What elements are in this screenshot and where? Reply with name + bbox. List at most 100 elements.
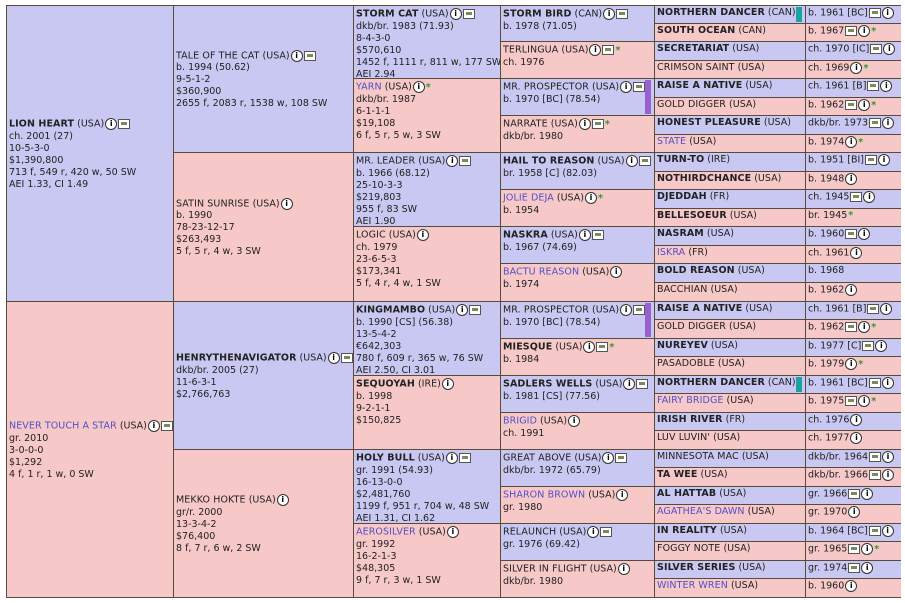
horse-name-link[interactable]: GOLD DIGGER [657, 321, 727, 332]
photo-icon[interactable] [867, 304, 880, 314]
info-icon[interactable]: i [845, 136, 858, 148]
horse-name-link[interactable]: BELLESOEUR [657, 210, 727, 221]
photo-icon[interactable] [591, 230, 604, 240]
info-icon[interactable]: i [858, 99, 871, 111]
horse-name-link[interactable]: AEROSILVER [356, 526, 416, 538]
info-icon[interactable]: i [446, 155, 459, 167]
horse-name-link[interactable]: FAIRY BRIDGE [657, 395, 724, 406]
info-icon[interactable]: i [848, 506, 861, 518]
horse-name-link[interactable]: BOLD REASON [657, 265, 735, 276]
horse-name-link[interactable]: NOTHIRDCHANCE [657, 173, 752, 184]
photo-icon[interactable] [600, 527, 613, 537]
info-icon[interactable]: i [861, 543, 874, 555]
photo-icon[interactable] [868, 8, 881, 18]
horse-name-link[interactable]: CRIMSON SAINT [657, 62, 735, 73]
horse-name-link[interactable]: IRISH RIVER [657, 414, 723, 425]
horse-name-link[interactable]: RAISE A NATIVE [657, 303, 743, 314]
horse-name-link[interactable]: NEVER TOUCH A STAR [9, 420, 117, 432]
horse-name-link[interactable]: DJEDDAH [657, 191, 707, 202]
info-icon[interactable]: i [449, 8, 462, 20]
photo-icon[interactable] [869, 452, 882, 462]
info-icon[interactable]: i [280, 197, 293, 210]
info-icon[interactable]: i [625, 155, 638, 167]
horse-name-link[interactable]: TERLINGUA [503, 44, 559, 56]
horse-name-link[interactable]: AL HATTAB [657, 488, 717, 499]
info-icon[interactable]: i [416, 229, 429, 241]
horse-name-link[interactable]: AGATHEA'S DAWN [657, 506, 745, 517]
photo-icon[interactable] [869, 470, 882, 480]
horse-name-link[interactable]: MINNESOTA MAC [657, 451, 739, 462]
info-icon[interactable]: i [583, 341, 596, 353]
info-icon[interactable]: i [881, 7, 894, 19]
info-icon[interactable]: i [850, 247, 863, 259]
horse-name-link[interactable]: MR. PROSPECTOR [503, 81, 589, 93]
photo-icon[interactable] [303, 50, 316, 61]
info-icon[interactable]: i [845, 173, 858, 185]
photo-icon[interactable] [118, 119, 131, 130]
info-icon[interactable]: i [290, 49, 303, 62]
info-icon[interactable]: i [578, 118, 591, 130]
photo-icon[interactable] [458, 453, 471, 463]
info-icon[interactable]: i [861, 562, 874, 574]
photo-icon[interactable] [845, 229, 858, 239]
photo-icon[interactable] [616, 9, 629, 19]
info-icon[interactable]: i [610, 266, 623, 278]
info-icon[interactable]: i [858, 228, 871, 240]
horse-name-link[interactable]: GREAT ABOVE [503, 452, 572, 464]
info-icon[interactable]: i [589, 44, 602, 56]
horse-name-link[interactable]: TALE OF THE CAT [176, 50, 260, 62]
horse-name-link[interactable]: BRIGID [503, 415, 537, 427]
photo-icon[interactable] [160, 421, 173, 432]
photo-icon[interactable] [845, 396, 858, 406]
info-icon[interactable]: i [880, 303, 893, 315]
photo-icon[interactable] [615, 453, 628, 463]
info-icon[interactable]: i [620, 304, 633, 316]
info-icon[interactable]: i [882, 469, 895, 481]
photo-icon[interactable] [633, 305, 646, 315]
photo-icon[interactable] [862, 341, 875, 351]
horse-name-link[interactable]: PASADOBLE [657, 358, 715, 369]
info-icon[interactable]: i [858, 25, 871, 37]
photo-icon[interactable] [636, 379, 649, 389]
info-icon[interactable]: i [882, 451, 895, 463]
horse-name-link[interactable]: HONEST PLEASURE [657, 117, 761, 128]
photo-icon[interactable] [596, 342, 609, 352]
info-icon[interactable]: i [446, 526, 459, 538]
info-icon[interactable]: i [603, 8, 616, 20]
photo-icon[interactable] [633, 82, 646, 92]
photo-icon[interactable] [865, 155, 877, 165]
horse-name-link[interactable]: STORM BIRD [503, 8, 572, 20]
horse-name-link[interactable]: SILVER SERIES [657, 562, 736, 573]
info-icon[interactable]: i [587, 526, 600, 538]
horse-name-link[interactable]: NORTHERN DANCER [657, 7, 765, 18]
horse-name-link[interactable]: BACTU REASON [503, 266, 580, 278]
info-icon[interactable]: i [858, 395, 871, 407]
info-icon[interactable]: i [878, 154, 890, 166]
info-icon[interactable]: i [568, 415, 581, 427]
photo-icon[interactable] [638, 156, 651, 166]
info-icon[interactable]: i [845, 284, 858, 296]
info-icon[interactable]: i [445, 452, 458, 464]
info-icon[interactable]: i [845, 580, 858, 592]
horse-name-link[interactable]: RAISE A NATIVE [657, 80, 743, 91]
info-icon[interactable]: i [620, 81, 633, 93]
horse-name-link[interactable]: FOGGY NOTE [657, 543, 721, 554]
horse-name-link[interactable]: NASKRA [503, 229, 548, 241]
photo-icon[interactable] [848, 489, 861, 499]
photo-icon[interactable] [867, 81, 880, 91]
photo-icon[interactable] [848, 544, 861, 554]
horse-name-link[interactable]: LUV LUVIN' [657, 432, 711, 443]
horse-name-link[interactable]: MIESQUE [503, 341, 553, 353]
horse-name-link[interactable]: SILVER IN FLIGHT [503, 563, 587, 575]
photo-icon[interactable] [591, 119, 604, 129]
info-icon[interactable]: i [880, 80, 893, 92]
photo-icon[interactable] [845, 100, 858, 110]
horse-name-link[interactable]: SADLERS WELLS [503, 378, 593, 390]
photo-icon[interactable] [870, 44, 883, 54]
horse-name-link[interactable]: KINGMAMBO [356, 304, 426, 316]
horse-name-link[interactable]: TURN-TO [657, 154, 705, 165]
horse-name-link[interactable]: BACCHIAN [657, 284, 708, 295]
horse-name-link[interactable]: HENRYTHENAVIGATOR [176, 352, 297, 364]
horse-name-link[interactable]: SECRETARIAT [657, 43, 730, 54]
horse-name-link[interactable]: LION HEART [9, 118, 75, 130]
